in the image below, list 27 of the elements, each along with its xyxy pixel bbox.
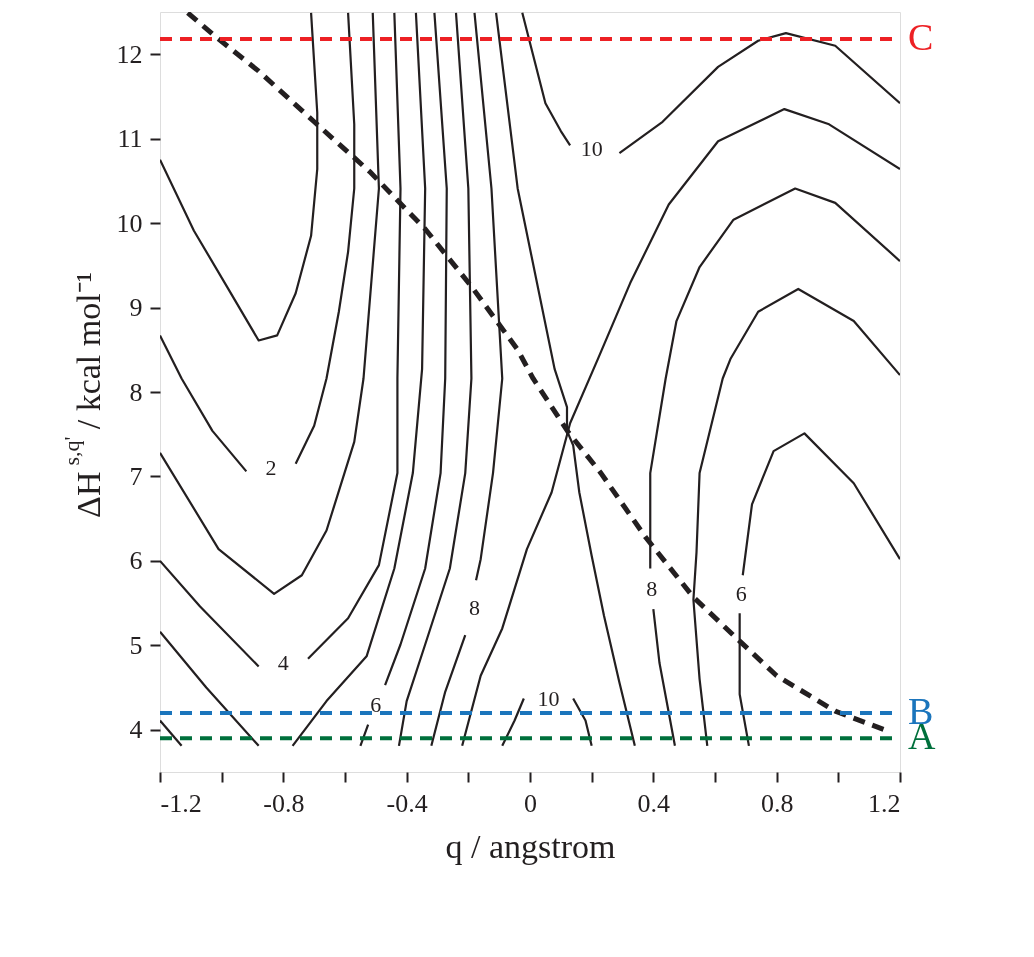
ref-line-label: C [908,16,934,59]
y-tick-label: 7 [129,461,143,491]
annotation: 8 [646,575,658,601]
y-tick-label: 11 [117,124,143,154]
annotation: 6 [370,691,382,717]
annotation: 10 [580,136,603,162]
y-tick-label: 6 [129,546,143,576]
y-axis-title: ΔHs,q' / kcal mol⁻¹ [59,272,107,518]
x-tick-label: 0.4 [637,788,671,818]
x-tick-label: 1.2 [868,788,901,818]
x-tick-label: 0.8 [760,788,794,818]
y-tick-label: 5 [129,630,143,660]
x-tick-label: -0.4 [386,788,428,818]
annotation: 8 [469,594,480,620]
y-tick-label: 12 [116,39,143,69]
x-tick-label: -0.8 [263,788,305,818]
annotation: 4 [277,649,289,675]
annotation: 2 [265,454,277,480]
y-tick-label: 10 [116,208,143,238]
annotation: 6 [735,581,747,607]
x-tick-label: 0 [524,788,537,818]
x-tick-label: -1.2 [160,788,202,818]
y-tick-label: 8 [129,377,143,407]
x-axis-title: q / angstrom [445,827,616,865]
y-tick-label: 9 [129,293,143,323]
y-tick-label: 4 [129,715,143,745]
annotation: 10 [537,685,560,711]
